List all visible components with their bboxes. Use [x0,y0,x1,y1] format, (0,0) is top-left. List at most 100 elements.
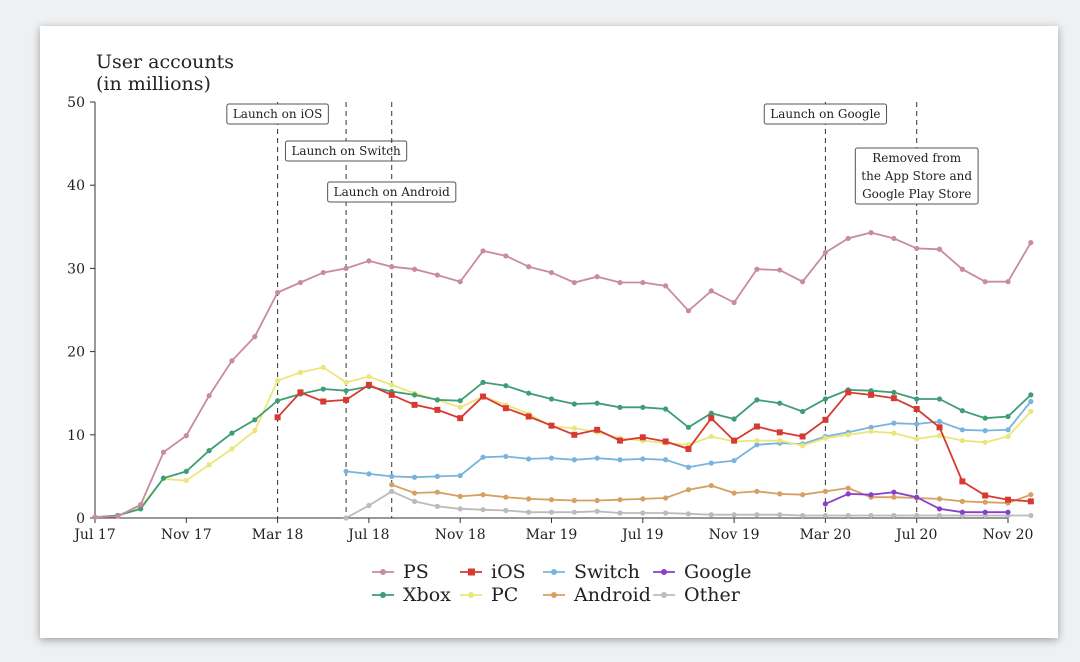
data-point [731,437,738,444]
data-point [731,416,737,422]
data-point [731,490,737,496]
data-point [1028,392,1034,398]
data-point [548,269,555,276]
data-point [777,512,783,518]
data-point [229,430,235,436]
data-point [389,473,395,479]
data-point [685,511,692,517]
data-point [799,512,806,519]
data-point [799,433,806,440]
y-axis-title: User accounts (in millions) [96,51,234,95]
data-point [480,454,486,460]
data-point [526,264,532,270]
data-point [777,491,783,497]
data-point [891,494,897,500]
data-point [959,266,965,272]
data-point [594,455,600,461]
data-point [913,406,920,413]
data-point [275,289,281,296]
legend-label: Other [684,584,741,606]
data-point [663,495,669,501]
event-label: the App Store and [861,169,972,183]
data-point [777,267,783,273]
data-point [343,468,349,475]
data-point [914,494,920,500]
data-point [685,424,692,430]
data-point [571,509,577,515]
data-point [594,400,600,406]
event-label: Launch on Switch [291,144,400,158]
data-point [914,436,920,442]
data-point [160,449,167,455]
event-annotation: Launch on iOS [226,103,329,125]
data-point [503,494,509,500]
data-point [617,510,623,516]
data-point [365,381,372,388]
x-tick-label: Jul 20 [894,527,937,543]
series-ios [274,381,1034,505]
data-point [343,515,349,521]
x-tick-label: Jul 17 [72,527,115,543]
legend-label: Switch [574,561,640,583]
data-point [502,405,509,412]
event-label-box [763,103,888,125]
data-point [685,487,692,493]
data-point [936,396,943,402]
data-point [229,358,235,364]
data-point [183,477,189,484]
data-point [503,383,509,389]
data-point [822,416,829,423]
data-point [138,502,144,508]
data-point [1005,433,1011,440]
data-point [389,264,395,270]
series-lines [92,230,1034,521]
legend-swatch-marker [551,592,557,598]
data-point [982,279,988,285]
data-point [822,435,829,441]
data-point [708,433,714,440]
data-point [548,396,555,402]
legend-swatch-marker [468,592,474,598]
data-point [457,493,463,499]
data-point [411,490,418,496]
data-point [685,464,692,470]
data-point [914,245,920,252]
data-point [548,455,555,461]
data-point [548,422,555,429]
data-point [616,437,623,444]
data-point [183,468,189,475]
data-point [1028,240,1034,246]
data-point [914,421,920,427]
y-tick-label: 0 [76,511,85,527]
series-line [94,231,1032,519]
data-point [822,501,829,507]
data-point [457,472,463,479]
legend-item-switch: Switch [543,561,640,583]
data-point [160,475,167,481]
series-android [389,482,1034,506]
data-point [822,488,829,494]
data-point [936,433,943,439]
data-point [936,496,943,502]
data-point [1028,398,1034,405]
data-point [959,478,966,485]
x-tick-label: Mar 20 [800,527,852,543]
data-point [274,414,281,421]
data-point [526,509,532,515]
data-point [685,308,692,314]
data-point [571,431,578,438]
y-tick-label: 50 [67,95,85,111]
event-annotation: Removed from the App Store and Google Play… [854,147,979,205]
data-point [297,369,304,375]
data-point [868,391,875,398]
data-point [206,393,212,399]
data-point [891,420,897,426]
y-tick-label: 20 [67,345,85,361]
data-point [434,397,440,403]
legend-item-ios: iOS [460,561,526,583]
data-point [252,428,258,434]
y-tick-label: 40 [67,178,85,194]
legend-swatch-marker [661,592,667,598]
data-point [457,279,463,285]
